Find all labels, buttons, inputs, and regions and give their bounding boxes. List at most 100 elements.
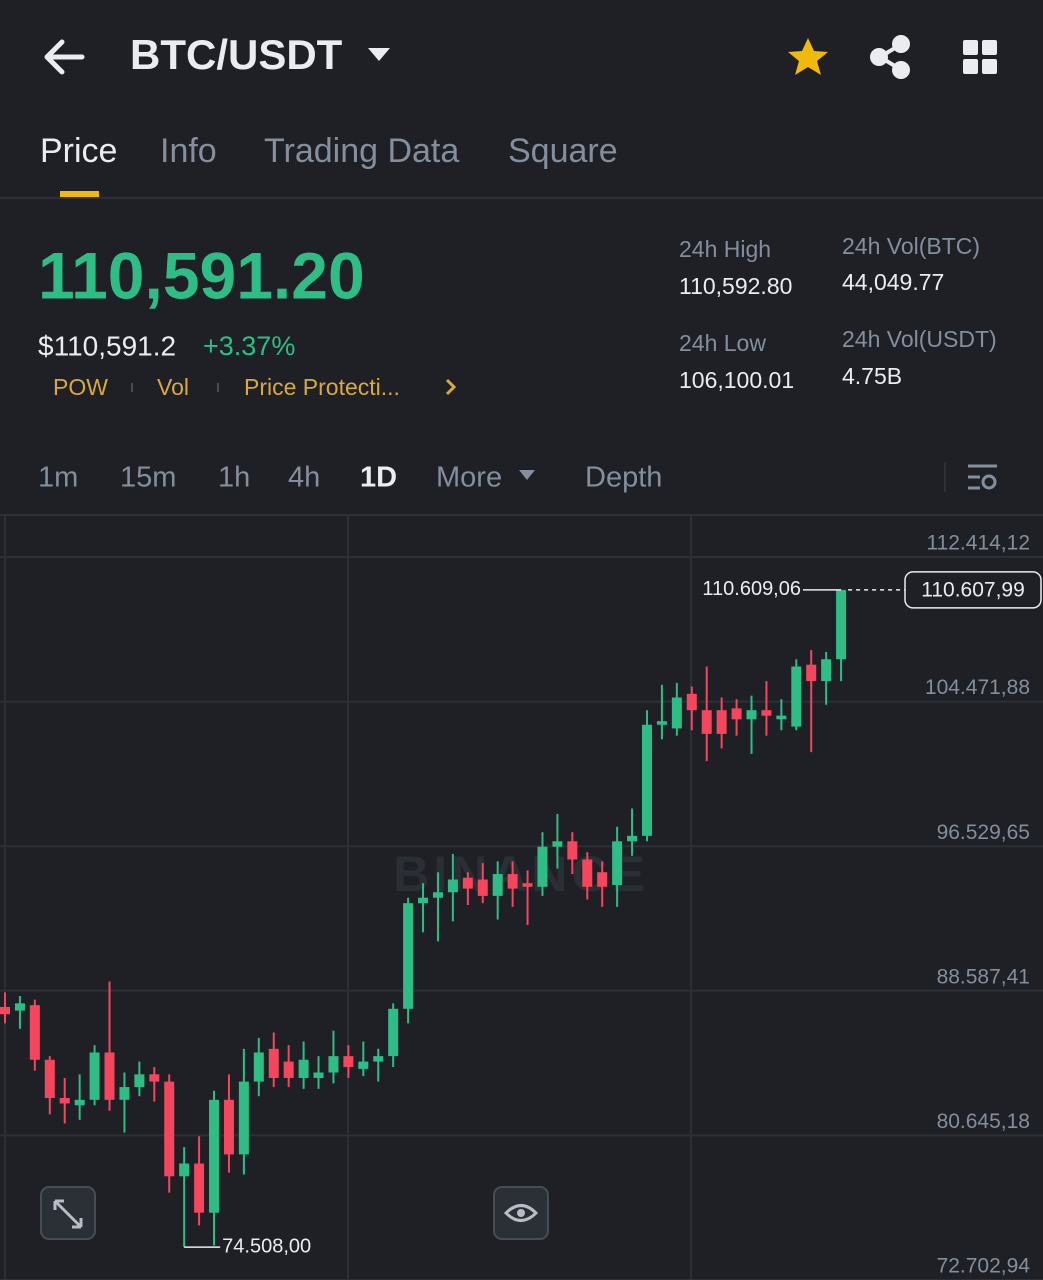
candle-body: [716, 710, 727, 734]
stat-value: 110,592.80: [679, 273, 792, 299]
stat-label: 24h Low: [679, 330, 766, 356]
depth-tab[interactable]: Depth: [585, 462, 662, 494]
candle-body: [164, 1081, 175, 1177]
candle-body: [552, 841, 563, 847]
fullscreen-button[interactable]: [40, 1186, 96, 1240]
tag[interactable]: POW: [53, 374, 108, 400]
candle-body: [134, 1074, 145, 1088]
back-button[interactable]: [44, 39, 85, 75]
candle-body: [522, 883, 533, 887]
tab[interactable]: Square: [508, 132, 618, 170]
candle-body: [418, 897, 429, 904]
more-caret[interactable]: [519, 470, 535, 480]
candle-body: [179, 1163, 190, 1177]
pair-dropdown[interactable]: [368, 48, 390, 61]
candle-body: [44, 1059, 55, 1098]
tag[interactable]: Vol: [157, 374, 189, 400]
pair-title[interactable]: BTC/USDT: [130, 31, 343, 78]
usd-price: $110,591.2: [38, 330, 176, 361]
tab[interactable]: Trading Data: [264, 132, 459, 170]
candle-body: [253, 1052, 264, 1082]
y-tick-label: 72.702,94: [937, 1255, 1031, 1278]
candle-body: [432, 892, 443, 898]
candle-body: [492, 874, 503, 896]
y-tick-label: 88.587,41: [937, 965, 1030, 988]
stat-label: 24h High: [679, 236, 771, 262]
tab-indicator: [60, 191, 99, 197]
candle-body: [806, 664, 817, 682]
candle-body: [209, 1099, 220, 1213]
candlestick-chart: BINANCE 72.702,94 80.645,18 88.587,41 96.52…: [0, 516, 1043, 1280]
last-price-label: 110.607,99: [921, 578, 1025, 601]
candle-body: [14, 1003, 25, 1011]
y-tick-label: 104.471,88: [925, 676, 1030, 699]
candle-body: [537, 846, 548, 887]
candle-body: [656, 721, 667, 725]
timeframe[interactable]: 1h: [218, 462, 250, 494]
candle-body: [149, 1074, 160, 1082]
candle-body: [119, 1087, 130, 1100]
candle-body: [283, 1061, 294, 1078]
tab[interactable]: Info: [160, 132, 217, 170]
watermark: BINANCE: [393, 846, 649, 902]
divider: [0, 514, 1043, 516]
candle-body: [462, 877, 473, 889]
y-tick-label: 96.529,65: [937, 821, 1030, 844]
candle-body: [477, 879, 488, 896]
y-tick-label: 80.645,18: [937, 1110, 1030, 1133]
timeframe[interactable]: 1m: [38, 462, 78, 494]
divider: [944, 462, 946, 492]
tab[interactable]: Price: [40, 132, 117, 170]
stat-label: 24h Vol(USDT): [842, 326, 997, 352]
stat-value: 44,049.77: [842, 269, 944, 295]
tag-separator: [217, 383, 219, 392]
more-menu[interactable]: More: [436, 462, 502, 494]
candle-body: [776, 715, 787, 720]
candle-body: [238, 1081, 249, 1155]
candle-body: [194, 1163, 205, 1213]
candle-body: [447, 879, 458, 893]
timeframe[interactable]: 4h: [288, 462, 320, 494]
candle-body: [836, 589, 847, 660]
tag-separator: [131, 383, 133, 392]
candle-body: [761, 710, 772, 716]
last-price-box: [904, 571, 1042, 609]
price-change: +3.37%: [203, 331, 295, 361]
low-label: 74.508,00: [222, 1235, 311, 1257]
visibility-button[interactable]: [493, 1186, 549, 1240]
candle-body: [701, 710, 712, 734]
candle-body: [373, 1056, 384, 1062]
candle-body: [641, 724, 652, 836]
candle-body: [0, 1006, 10, 1015]
tags-chevron[interactable]: [445, 378, 457, 396]
share-button[interactable]: [870, 35, 910, 79]
candle-body: [298, 1059, 309, 1078]
candle-body: [821, 659, 832, 682]
timeframe-active[interactable]: 1D: [360, 462, 397, 494]
stat-value: 4.75B: [842, 363, 902, 389]
candle-body: [612, 841, 623, 885]
candle-body: [686, 693, 697, 711]
timeframe[interactable]: 15m: [120, 462, 176, 494]
tag[interactable]: Price Protecti...: [244, 374, 400, 400]
chart-settings[interactable]: [968, 464, 997, 490]
last-price: 110,591.20: [38, 238, 365, 312]
candle-body: [328, 1056, 339, 1073]
stat-label: 24h Vol(BTC): [842, 233, 980, 259]
candle-body: [731, 708, 742, 720]
candle-body: [89, 1052, 100, 1100]
high-label: 110.609,06: [702, 578, 801, 600]
grid-menu[interactable]: [963, 40, 997, 74]
candle-body: [567, 841, 578, 860]
candle-body: [388, 1008, 399, 1057]
candle-body: [403, 903, 414, 1009]
candle-body: [343, 1056, 354, 1068]
candle-body: [582, 859, 593, 887]
candle-body: [597, 872, 608, 887]
candle-body: [59, 1097, 70, 1104]
favorite-star[interactable]: [788, 38, 828, 75]
candle-body: [268, 1048, 279, 1078]
candle-body: [746, 710, 757, 720]
